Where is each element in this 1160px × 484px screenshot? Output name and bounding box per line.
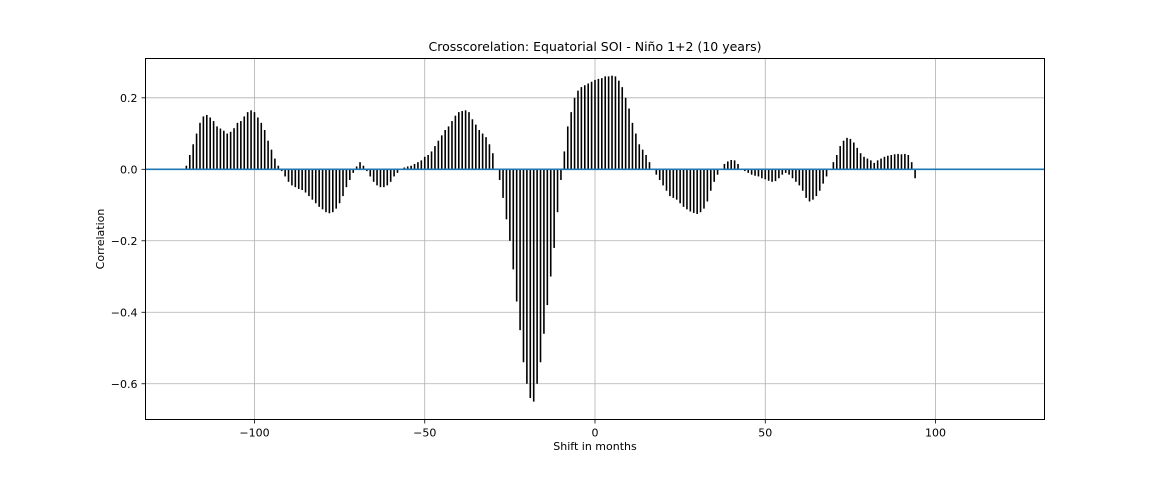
y-tick-label: −0.4 [111,306,138,319]
y-tick-label: −0.6 [111,378,138,391]
y-axis-label: Correlation [94,209,107,270]
x-tick-label: 100 [925,427,946,440]
chart-title: Crosscorelation: Equatorial SOI - Niño 1… [429,39,762,54]
y-tick-label: 0.2 [120,92,138,105]
x-axis-label: Shift in months [553,440,637,453]
x-axis-ticks: −100 −50 0 50 100 [239,419,946,440]
x-tick-label: −50 [413,427,436,440]
y-tick-label: 0.0 [120,163,138,176]
x-tick-label: −100 [239,427,269,440]
correlation-bars [185,75,916,402]
x-tick-label: 50 [758,427,772,440]
y-tick-label: −0.2 [111,235,138,248]
x-tick-label: 0 [592,427,599,440]
y-axis-ticks: 0.2 0.0 −0.2 −0.4 −0.6 [111,92,146,391]
